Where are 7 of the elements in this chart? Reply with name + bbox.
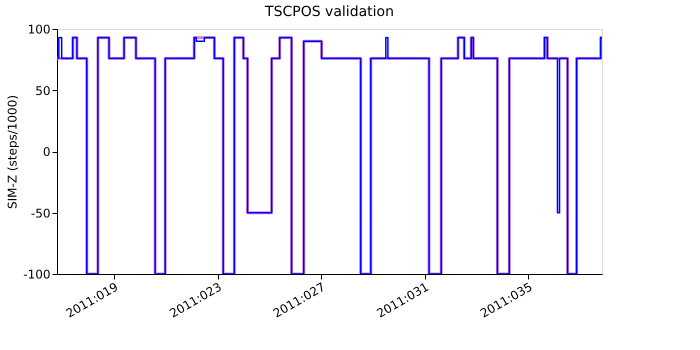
y-tick-label: 50 [35, 84, 50, 98]
y-tick-label: 100 [28, 22, 50, 36]
y-tick-label: -50 [30, 206, 50, 220]
chart-title: TSCPOS validation [264, 4, 394, 20]
y-axis-title: SIM-Z (steps/1000) [5, 94, 20, 210]
y-tick-label: 0 [42, 145, 50, 159]
y-tick-label: -100 [23, 268, 50, 282]
